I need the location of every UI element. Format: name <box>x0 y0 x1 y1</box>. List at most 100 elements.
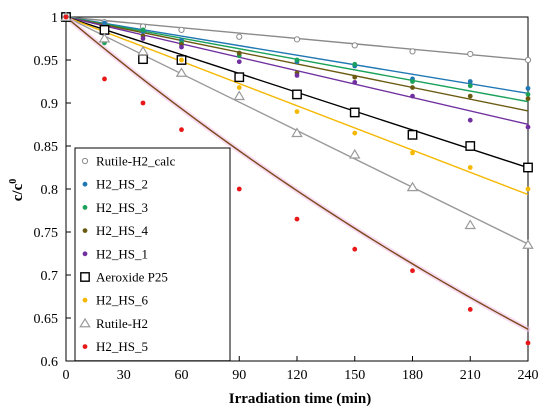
x-tick-label: 0 <box>63 368 70 383</box>
y-tick-label: 0.75 <box>34 226 59 241</box>
legend-label: Rutile-H2 <box>96 316 148 331</box>
x-axis-title: Irradiation time (min) <box>229 391 371 407</box>
legend-label: H2_HS_2 <box>96 177 148 192</box>
point-h2-hs-5 <box>140 100 146 106</box>
point-rutile-h2 <box>348 148 361 159</box>
point-h2-hs-6 <box>236 85 242 90</box>
legend-item-h2-hs-5: H2_HS_5 <box>82 339 148 354</box>
point-rutile-h2 <box>98 32 111 43</box>
point-aeroxide-p25 <box>292 89 302 100</box>
point-h2-hs-5 <box>63 14 69 20</box>
point-h2-hs-5 <box>294 216 300 222</box>
legend-label: H2_HS_5 <box>96 339 148 354</box>
point-h2-hs-4 <box>410 85 415 90</box>
x-tick-label: 90 <box>232 368 246 383</box>
point-h2-hs-4 <box>467 93 473 99</box>
point-h2-hs-6 <box>294 109 300 114</box>
x-tick-label: 120 <box>287 368 308 383</box>
legend-label: H2_HS_4 <box>96 223 149 238</box>
y-axis-title: c/c0 <box>8 179 26 201</box>
point-rutile-h2-calc <box>467 50 474 58</box>
point-h2-hs-3 <box>410 79 415 84</box>
point-h2-hs-5 <box>467 307 473 312</box>
point-h2-hs-5 <box>236 186 242 192</box>
legend-marker <box>82 344 88 349</box>
legend-item-h2-hs-4: H2_HS_4 <box>82 223 149 238</box>
point-rutile-h2 <box>175 67 188 77</box>
point-aeroxide-p25 <box>523 162 533 173</box>
legend-item-aeroxide-p25: Aeroxide P25 <box>80 270 168 285</box>
point-h2-hs-5 <box>410 268 415 274</box>
point-rutile-h2-calc <box>351 42 358 49</box>
x-tick-label: 60 <box>175 368 189 383</box>
point-rutile-h2-calc <box>293 36 301 43</box>
point-h2-hs-5 <box>179 127 184 133</box>
point-h2-hs-6 <box>525 186 531 192</box>
legend-label: Aeroxide P25 <box>96 270 168 285</box>
point-h2-hs-1 <box>294 73 300 78</box>
legend-label: H2_HS_1 <box>96 246 148 261</box>
point-aeroxide-p25 <box>465 141 476 151</box>
legend-box <box>74 147 231 362</box>
legend-label: H2_HS_3 <box>96 200 148 215</box>
point-h2-hs-5 <box>352 246 358 252</box>
point-h2-hs-4 <box>352 74 358 80</box>
point-h2-hs-3 <box>140 27 146 33</box>
point-h2-hs-3 <box>525 92 531 97</box>
point-rutile-h2 <box>137 45 149 56</box>
y-tick-label: 0.65 <box>34 312 59 327</box>
point-rutile-h2-calc <box>236 33 243 40</box>
x-tick-label: 180 <box>402 368 423 383</box>
point-h2-hs-2 <box>102 20 107 26</box>
point-rutile-h2 <box>522 239 534 249</box>
point-h2-hs-6 <box>179 57 184 63</box>
point-h2-hs-1 <box>352 79 358 85</box>
axes: 0 30 60 90 120 150 180 210 240 0.6 0.65 0.7 0.75 0.8 0… <box>34 11 539 383</box>
point-h2-hs-6 <box>467 165 473 170</box>
point-h2-hs-6 <box>352 130 358 136</box>
y-axis-title-sup: 0 <box>8 179 19 184</box>
legend-item-h2-hs-6: H2_HS_6 <box>82 293 149 308</box>
series-h2-hs-5 <box>63 14 531 346</box>
point-h2-hs-3 <box>294 57 300 63</box>
point-rutile-h2-calc <box>409 48 416 55</box>
point-h2-hs-1 <box>467 117 473 123</box>
point-h2-hs-3 <box>352 61 358 67</box>
point-rutile-h2 <box>291 127 303 138</box>
x-tick-label: 210 <box>460 368 481 383</box>
point-h2-hs-4 <box>525 96 531 102</box>
y-tick-label: 0.6 <box>41 355 59 370</box>
legend-marker <box>82 251 88 257</box>
legend-marker <box>80 272 90 282</box>
point-rutile-h2-calc <box>178 26 185 33</box>
point-h2-hs-5 <box>525 340 531 346</box>
point-h2-hs-1 <box>410 93 415 99</box>
legend-item-h2-hs-3: H2_HS_3 <box>82 200 148 215</box>
series-h2-hs-2 <box>63 14 531 91</box>
point-h2-hs-1 <box>236 59 242 65</box>
y-tick-label: 0.7 <box>41 269 59 284</box>
x-tick-label: 150 <box>344 368 365 383</box>
point-rutile-h2-calc <box>524 56 532 64</box>
x-tick-label: 240 <box>518 368 539 383</box>
point-rutile-h2 <box>406 181 419 192</box>
point-h2-hs-6 <box>410 150 415 156</box>
point-h2-hs-1 <box>140 36 146 41</box>
y-tick-label: 0.8 <box>41 183 59 198</box>
legend-marker <box>82 181 88 187</box>
y-tick-label: 0.85 <box>34 140 59 155</box>
legend-item-rutile-h2: Rutile-H2 <box>79 316 148 331</box>
point-aeroxide-p25 <box>349 107 360 118</box>
fit-line-h2-hs-2 <box>65 16 529 95</box>
legend-item-rutile-h2-calc: Rutile-H2_calc <box>81 154 176 169</box>
legend-item-h2-hs-1: H2_HS_1 <box>82 246 148 261</box>
legend-marker <box>79 317 91 328</box>
legend-marker <box>82 205 88 210</box>
legend-item-h2-hs-2: H2_HS_2 <box>82 177 148 192</box>
point-h2-hs-3 <box>467 83 473 89</box>
legend-label: Rutile-H2_calc <box>96 154 176 169</box>
point-aeroxide-p25 <box>234 72 245 83</box>
legend: Rutile-H2_calc H2_HS_2 H2_HS_3 H2_HS_4 H2_HS… <box>74 147 231 362</box>
point-h2-hs-2 <box>467 79 473 84</box>
